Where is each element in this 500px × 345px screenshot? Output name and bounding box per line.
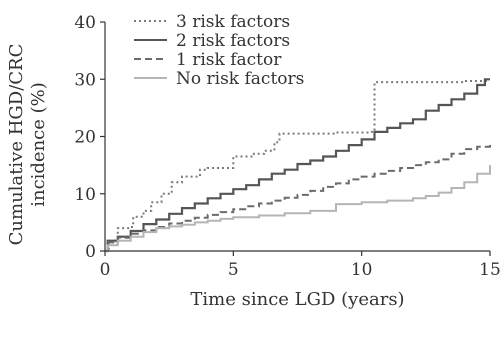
series-line-1: [105, 80, 490, 252]
legend-label: 2 risk factors: [176, 31, 290, 51]
y-tick-label: 20: [74, 128, 96, 148]
y-tick-label: 10: [74, 185, 96, 205]
series-line-4: [105, 165, 491, 252]
y-tick-label: 40: [74, 13, 96, 33]
legend-label: No risk factors: [176, 69, 304, 89]
tick-labels: 0 5 10 15 0 10 20 30 40: [74, 13, 500, 280]
x-tick-label: 15: [479, 260, 500, 280]
series-line-2: [105, 78, 490, 253]
y-axis-title-line: Cumulative HGD/CRC: [6, 44, 27, 246]
y-axis-title: Cumulative HGD/CRC incidence (%): [6, 44, 49, 246]
x-tick-label: 0: [100, 260, 111, 280]
x-tick-label: 10: [351, 260, 373, 280]
series-lines: [105, 78, 491, 253]
legend-label: 3 risk factors: [176, 12, 290, 32]
y-axis-title-line: incidence (%): [28, 82, 49, 207]
x-tick-label: 5: [228, 260, 239, 280]
y-tick-label: 30: [74, 70, 96, 90]
axes: [100, 21, 491, 256]
x-axis-title: Time since LGD (years): [190, 289, 404, 310]
series-line-3: [105, 142, 491, 252]
legend-label: 1 risk factor: [176, 50, 282, 70]
y-tick-label: 0: [85, 242, 96, 262]
